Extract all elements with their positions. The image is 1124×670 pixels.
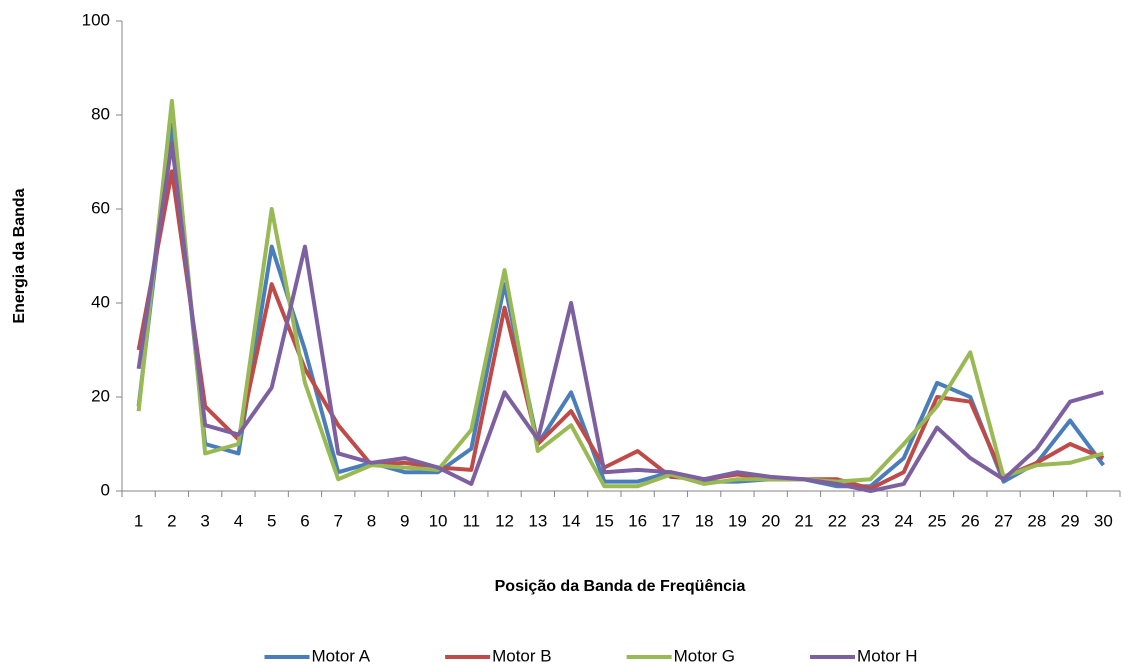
x-tick-label: 13 bbox=[528, 511, 547, 530]
y-tick-label: 100 bbox=[82, 10, 110, 29]
x-tick-label: 21 bbox=[795, 511, 814, 530]
y-tick-label: 20 bbox=[91, 386, 110, 405]
legend-label: Motor H bbox=[857, 646, 917, 665]
y-tick-label: 80 bbox=[91, 104, 110, 123]
x-tick-label: 19 bbox=[728, 511, 747, 530]
x-tick-label: 2 bbox=[167, 511, 176, 530]
y-tick-label: 40 bbox=[91, 292, 110, 311]
legend-label: Motor A bbox=[312, 646, 371, 665]
x-tick-label: 29 bbox=[1061, 511, 1080, 530]
x-tick-label: 23 bbox=[861, 511, 880, 530]
x-tick-label: 28 bbox=[1027, 511, 1046, 530]
x-tick-label: 18 bbox=[695, 511, 714, 530]
x-tick-label: 22 bbox=[828, 511, 847, 530]
x-tick-label: 4 bbox=[234, 511, 243, 530]
x-tick-label: 9 bbox=[400, 511, 409, 530]
y-tick-label: 60 bbox=[91, 198, 110, 217]
x-tick-label: 1 bbox=[134, 511, 143, 530]
y-axis-title: Energia da Banda bbox=[11, 188, 28, 323]
x-tick-label: 5 bbox=[267, 511, 276, 530]
x-tick-label: 16 bbox=[628, 511, 647, 530]
x-tick-label: 27 bbox=[994, 511, 1013, 530]
x-tick-label: 26 bbox=[961, 511, 980, 530]
x-tick-label: 17 bbox=[661, 511, 680, 530]
x-axis-title: Posição da Banda de Freqüência bbox=[495, 578, 746, 595]
x-tick-label: 10 bbox=[429, 511, 448, 530]
x-tick-label: 6 bbox=[300, 511, 309, 530]
series-line bbox=[136, 98, 1104, 489]
x-tick-label: 25 bbox=[928, 511, 947, 530]
x-tick-label: 8 bbox=[367, 511, 376, 530]
x-tick-label: 15 bbox=[595, 511, 614, 530]
x-tick-label: 11 bbox=[462, 511, 480, 530]
x-tick-label: 7 bbox=[333, 511, 342, 530]
x-tick-label: 14 bbox=[562, 511, 581, 530]
series-line bbox=[136, 122, 1105, 489]
series-line bbox=[136, 141, 1104, 493]
y-tick-label: 0 bbox=[101, 480, 110, 499]
x-tick-label: 20 bbox=[761, 511, 780, 530]
x-tick-label: 3 bbox=[200, 511, 209, 530]
x-tick-label: 12 bbox=[495, 511, 514, 530]
x-tick-label: 24 bbox=[894, 511, 913, 530]
legend-label: Motor B bbox=[492, 646, 552, 665]
legend-label: Motor G bbox=[674, 646, 735, 665]
x-tick-label: 30 bbox=[1094, 511, 1113, 530]
